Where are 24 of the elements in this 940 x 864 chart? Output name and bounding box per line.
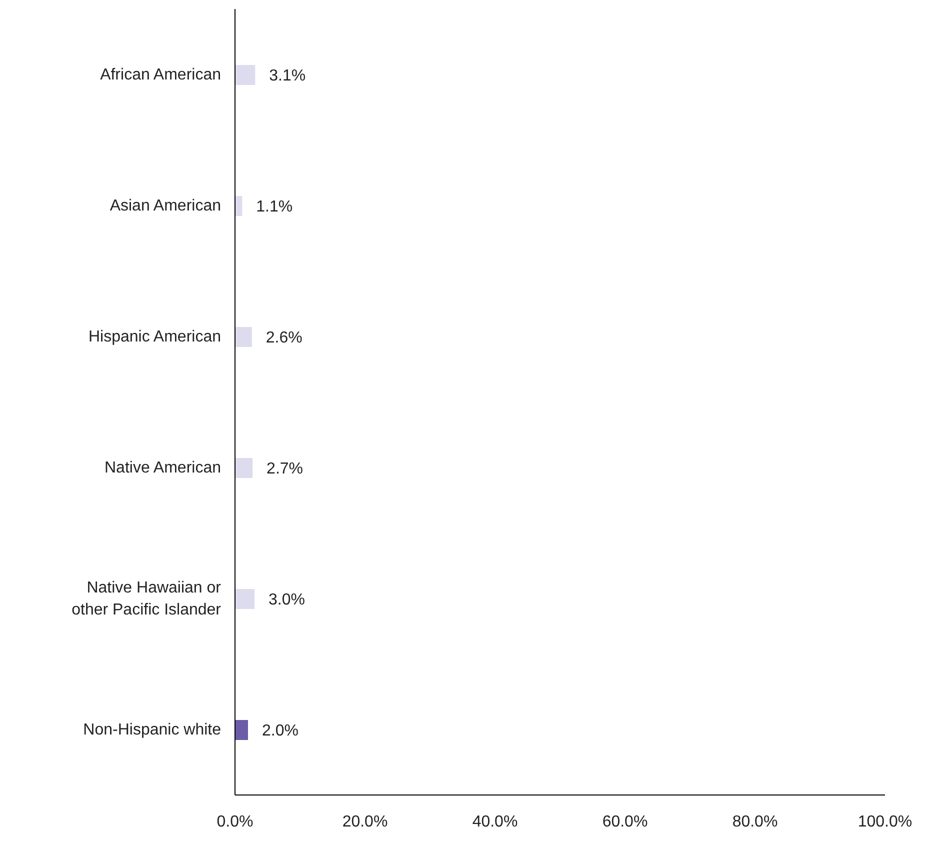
- data-label: 1.1%: [256, 198, 293, 216]
- data-label: 2.0%: [262, 722, 298, 740]
- x-tick-label: 60.0%: [602, 813, 648, 830]
- y-tick-label: Asian American: [110, 197, 221, 214]
- bar: [235, 458, 253, 478]
- bar: [235, 589, 254, 609]
- y-tick-label: Native American: [104, 459, 221, 476]
- x-tick-label: 0.0%: [216, 813, 254, 830]
- data-label: 2.7%: [266, 460, 304, 478]
- bar: [235, 720, 248, 740]
- x-tick-label: 100.0%: [858, 813, 912, 830]
- bar: [235, 327, 252, 347]
- y-tick-label: Native Hawaiian or other Pacific Islander: [72, 579, 222, 618]
- bar: [235, 65, 256, 85]
- y-tick-label: African American: [100, 66, 221, 83]
- data-label: 3.1%: [269, 68, 306, 85]
- data-label: 3.0%: [268, 592, 305, 609]
- y-tick-label: Hispanic American: [88, 328, 221, 345]
- x-tick-label: 40.0%: [472, 813, 518, 830]
- data-label: 2.6%: [266, 330, 302, 347]
- bar: [235, 196, 242, 216]
- y-tick-label: Non-Hispanic white: [83, 721, 222, 738]
- x-tick-label: 20.0%: [342, 813, 388, 830]
- x-tick-label: 80.0%: [732, 813, 778, 830]
